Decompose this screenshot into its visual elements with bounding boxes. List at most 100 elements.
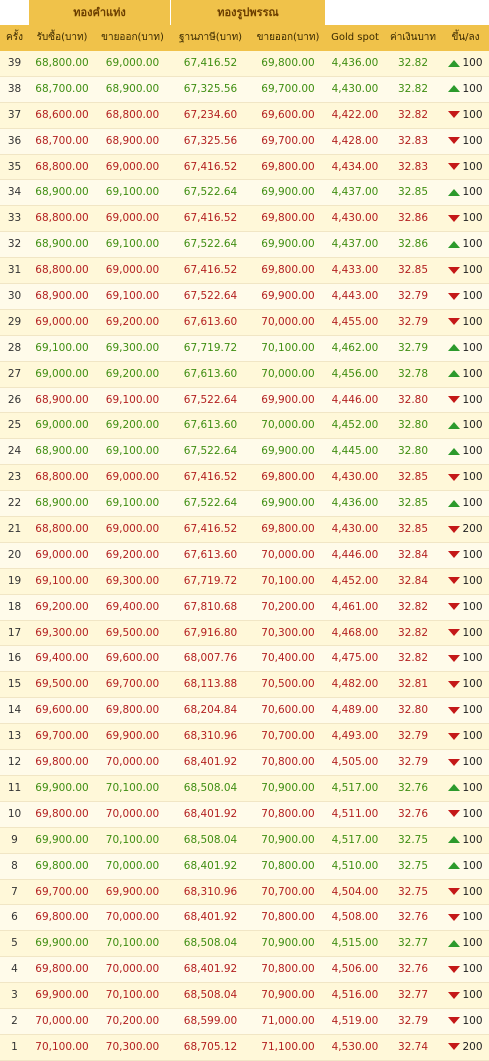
bar-buy-cell: 69,700.00 <box>35 730 89 743</box>
tax-base-cell: 67,522.64 <box>183 445 238 458</box>
tax-base-cell: 67,416.52 <box>183 160 238 173</box>
thb-cell: 32.82 <box>397 600 429 613</box>
change-cell: 100 <box>442 103 489 128</box>
bar-buy-cell: 68,900.00 <box>35 238 89 251</box>
bar-buy-cell: 69,400.00 <box>35 652 89 665</box>
gold-spot-cell: 4,436.00 <box>331 497 379 510</box>
ornament-sell-cell: 69,600.00 <box>261 108 315 121</box>
change-cell: 100 <box>442 310 489 335</box>
round-cell: 33 <box>7 212 22 225</box>
bar-buy-cell: 69,100.00 <box>35 341 89 354</box>
round-cell: 21 <box>7 523 22 536</box>
table-row: 34 68,900.00 69,100.00 67,522.64 69,900.00 4,… <box>0 180 489 207</box>
change-cell: 100 <box>442 957 489 982</box>
round-cell: 18 <box>7 600 22 613</box>
change-value: 200 <box>462 1040 483 1053</box>
table-row: 26 68,900.00 69,100.00 67,522.64 69,900.00 4,… <box>0 387 489 414</box>
round-cell: 23 <box>7 471 22 484</box>
table-row: 30 68,900.00 69,100.00 67,522.64 69,900.00 4,… <box>0 284 489 310</box>
down-arrow-icon <box>448 214 461 222</box>
tax-base-cell: 67,810.68 <box>183 600 238 613</box>
bar-buy-cell: 68,800.00 <box>35 523 89 536</box>
change-cell: 100 <box>442 776 489 801</box>
round-cell: 2 <box>11 1014 18 1027</box>
table-row: 25 69,000.00 69,200.00 67,613.60 70,000.00 4,… <box>0 413 489 440</box>
round-cell: 13 <box>7 730 22 743</box>
round-cell: 9 <box>11 833 18 846</box>
change-cell: 100 <box>442 621 489 646</box>
gold-spot-cell: 4,530.00 <box>331 1040 379 1053</box>
thb-cell: 32.82 <box>397 57 429 69</box>
bar-sell-cell: 69,300.00 <box>105 341 160 354</box>
bar-buy-cell: 70,100.00 <box>35 1040 89 1053</box>
thb-cell: 32.76 <box>397 911 429 924</box>
round-cell: 27 <box>7 367 22 380</box>
change-value: 100 <box>462 937 483 950</box>
tax-base-cell: 68,508.04 <box>183 781 238 794</box>
thb-cell: 32.76 <box>397 781 429 794</box>
round-cell: 4 <box>11 963 18 976</box>
ornament-sell-cell: 70,700.00 <box>261 885 315 898</box>
gold-spot-cell: 4,504.00 <box>331 885 379 898</box>
change-cell: 100 <box>442 983 489 1008</box>
tax-base-cell: 68,401.92 <box>183 963 238 976</box>
change-value: 100 <box>462 574 483 587</box>
thb-cell: 32.78 <box>397 367 429 380</box>
bar-sell-cell: 70,000.00 <box>105 911 160 924</box>
table-row: 3 69,900.00 70,100.00 68,508.04 70,900.00 4,5… <box>0 983 489 1009</box>
bar-buy-cell: 69,800.00 <box>35 807 89 820</box>
change-value: 100 <box>462 212 483 225</box>
gold-spot-cell: 4,443.00 <box>331 290 379 303</box>
ornament-sell-cell: 70,000.00 <box>261 548 315 561</box>
gold-spot-cell: 4,430.00 <box>331 82 379 95</box>
table-row: 22 68,900.00 69,100.00 67,522.64 69,900.00 4,… <box>0 491 489 518</box>
col-header-round: ครั้ง <box>6 32 23 43</box>
round-cell: 20 <box>7 548 22 561</box>
change-value: 100 <box>462 859 483 872</box>
change-value: 100 <box>462 57 483 69</box>
change-value: 100 <box>462 471 483 484</box>
ornament-sell-cell: 70,600.00 <box>261 704 315 717</box>
bar-buy-cell: 68,700.00 <box>35 134 89 147</box>
ornament-sell-cell: 69,800.00 <box>261 160 315 173</box>
ornament-sell-cell: 70,000.00 <box>261 315 315 328</box>
col-header-change: ขึ้น/ลง <box>451 32 480 43</box>
tax-base-cell: 68,401.92 <box>183 859 238 872</box>
down-arrow-icon <box>448 680 461 688</box>
bar-buy-cell: 68,900.00 <box>35 497 89 510</box>
bar-sell-cell: 70,000.00 <box>105 859 160 872</box>
table-row: 18 69,200.00 69,400.00 67,810.68 70,200.00 4,… <box>0 594 489 621</box>
bar-buy-cell: 68,700.00 <box>35 82 89 95</box>
gold-spot-cell: 4,506.00 <box>331 963 379 976</box>
column-header-row: ครั้ง รับซื้อ(บาท) ขายออก(บาท) ฐานภาษี(บ… <box>0 25 489 51</box>
ornament-sell-cell: 69,900.00 <box>261 445 315 458</box>
bar-sell-cell: 69,100.00 <box>105 238 160 251</box>
tax-base-cell: 68,113.88 <box>183 678 238 691</box>
bar-sell-cell: 69,100.00 <box>105 445 160 458</box>
ornament-sell-cell: 70,900.00 <box>261 937 315 950</box>
gold-spot-cell: 4,430.00 <box>331 212 379 225</box>
down-arrow-icon <box>448 577 461 585</box>
down-arrow-icon <box>448 137 461 145</box>
bar-sell-cell: 69,300.00 <box>105 574 160 587</box>
tax-base-cell: 67,719.72 <box>183 341 238 354</box>
round-cell: 11 <box>7 781 22 794</box>
ornament-sell-cell: 70,000.00 <box>261 419 315 432</box>
table-row: 21 68,800.00 69,000.00 67,416.52 69,800.00 4,… <box>0 517 489 543</box>
up-arrow-icon <box>448 421 461 429</box>
bar-sell-cell: 70,100.00 <box>105 989 160 1002</box>
ornament-sell-cell: 69,900.00 <box>261 497 315 510</box>
change-cell: 100 <box>442 543 489 568</box>
change-value: 100 <box>462 160 483 173</box>
gold-spot-cell: 4,428.00 <box>331 134 379 147</box>
change-cell: 100 <box>442 77 489 102</box>
down-arrow-icon <box>448 525 461 533</box>
bar-sell-cell: 69,200.00 <box>105 315 160 328</box>
price-rows: 39 68,800.00 69,000.00 67,416.52 69,800.00 4,… <box>0 51 489 1061</box>
ornament-sell-cell: 70,200.00 <box>261 600 315 613</box>
thb-cell: 32.83 <box>397 134 429 147</box>
group-header-bar: ทองคำแท่ง <box>29 0 170 25</box>
change-cell: 100 <box>442 155 489 180</box>
bar-buy-cell: 68,800.00 <box>35 57 89 69</box>
change-value: 100 <box>462 963 483 976</box>
